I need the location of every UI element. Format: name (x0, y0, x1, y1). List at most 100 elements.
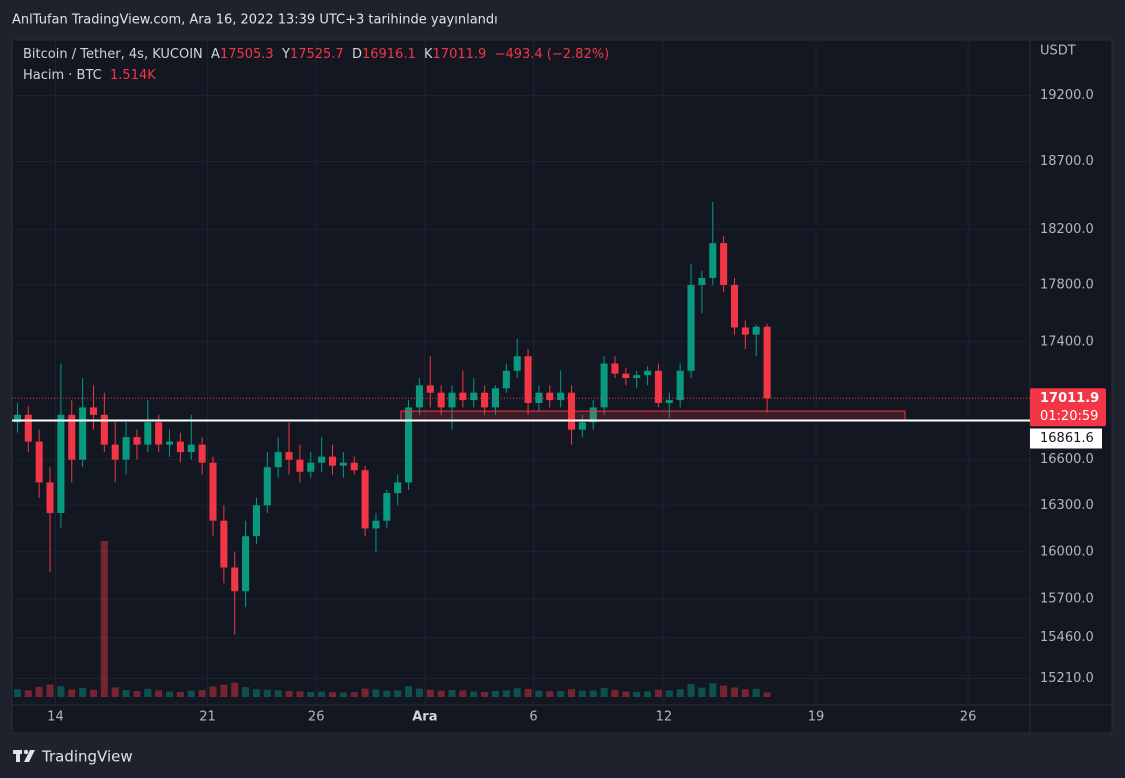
volume-bar (600, 688, 608, 697)
candle-body (296, 459, 304, 472)
volume-bar (89, 689, 98, 697)
volume-bar (546, 691, 554, 697)
volume-bar (557, 691, 565, 697)
chart-panel (11, 39, 1113, 734)
candle-body (252, 505, 260, 537)
volume-bar (133, 691, 141, 697)
candle-body (361, 470, 369, 529)
candle-body (459, 392, 467, 401)
candle-body (231, 567, 239, 592)
volume-bar (676, 689, 684, 697)
candle-body (13, 414, 21, 423)
candle-body (328, 456, 337, 466)
candle-body (741, 327, 749, 335)
candle-body (481, 392, 489, 408)
volume-bar (220, 684, 228, 697)
volume-bar (24, 690, 32, 697)
y-tick-label: 16000.0 (1040, 544, 1094, 559)
volume-bar (339, 692, 347, 697)
volume-bar (274, 690, 282, 697)
candle-body (307, 462, 315, 472)
volume-bar (687, 684, 695, 697)
candle-body (166, 441, 174, 445)
symbol: Bitcoin / Tether, 4s, KUCOIN (23, 47, 203, 62)
brand: TradingView (41, 748, 133, 766)
volume-bar (633, 691, 641, 697)
candle-body (46, 482, 54, 513)
candle-body (209, 462, 217, 521)
grid (12, 40, 1030, 705)
volume-bar (296, 691, 304, 697)
volume-bar (709, 683, 717, 697)
volume-bar (307, 691, 315, 697)
volume-bar (100, 541, 108, 697)
x-tick-label: Ara (412, 710, 437, 725)
open-label: A (211, 47, 220, 62)
candle-body (285, 452, 293, 460)
candle-body (133, 437, 141, 445)
y-tick-label: 17400.0 (1040, 334, 1094, 349)
candle-body (546, 392, 554, 401)
candle-body (24, 414, 32, 442)
volume-bar (79, 688, 87, 697)
candle-body (437, 392, 445, 408)
high-value: 17525.7 (289, 47, 344, 62)
candle-body (155, 422, 163, 445)
volume-bar (426, 689, 434, 697)
high-label: Y (281, 47, 290, 62)
volume-bar (481, 691, 489, 697)
y-tick-label: 16600.0 (1040, 452, 1094, 467)
y-tick-label: 15700.0 (1040, 592, 1094, 607)
candle-body (687, 284, 695, 371)
candle-body (513, 356, 521, 371)
header-title: AnlTufan TradingView.com, Ara 16, 2022 1… (12, 13, 498, 28)
candle-body (35, 441, 43, 483)
volume-bar (176, 691, 184, 697)
volume-bar (763, 692, 771, 697)
candle-body (709, 243, 717, 278)
candle-body (720, 243, 728, 285)
volume-bar (144, 688, 152, 697)
volume-bar (415, 688, 423, 697)
volume-bar (405, 686, 413, 697)
volume-bar (111, 687, 119, 697)
volume-bar (35, 686, 43, 697)
candle-body (524, 356, 532, 403)
volume-bar (459, 690, 467, 697)
candle-body (220, 520, 228, 568)
candle-body (144, 422, 152, 445)
candle-body (578, 422, 586, 430)
candle-body (589, 407, 597, 423)
candle-body (68, 414, 76, 460)
volume-bar (578, 690, 586, 697)
candle-body (111, 444, 119, 460)
candle-body (654, 370, 662, 403)
volume-bar (263, 689, 271, 697)
volume-bar (166, 691, 174, 697)
candle-body (698, 277, 706, 285)
volume-bar (242, 687, 250, 697)
candle-body (79, 407, 87, 460)
volume-bar (231, 682, 239, 697)
volume-bar (198, 690, 206, 697)
volume-label: Hacim · BTC (23, 68, 102, 83)
y-tick-label: 15210.0 (1040, 671, 1094, 686)
candle-body (350, 462, 358, 471)
volume-bar (285, 691, 293, 697)
zone (400, 410, 906, 421)
candle-body (176, 441, 184, 453)
y-tick-label: 18200.0 (1040, 222, 1094, 237)
volume-bar (68, 689, 76, 697)
candle-body (622, 373, 630, 379)
volume-bar (589, 690, 597, 697)
volume-value: 1.514K (110, 68, 156, 83)
open-value: 17505.3 (219, 47, 274, 62)
candle-body (100, 414, 108, 445)
candle-body (187, 444, 195, 453)
volume-bar (122, 690, 130, 697)
candle-body (763, 326, 771, 399)
candle-body (752, 326, 760, 335)
candle-body (600, 363, 608, 408)
volume-bar (361, 688, 369, 697)
